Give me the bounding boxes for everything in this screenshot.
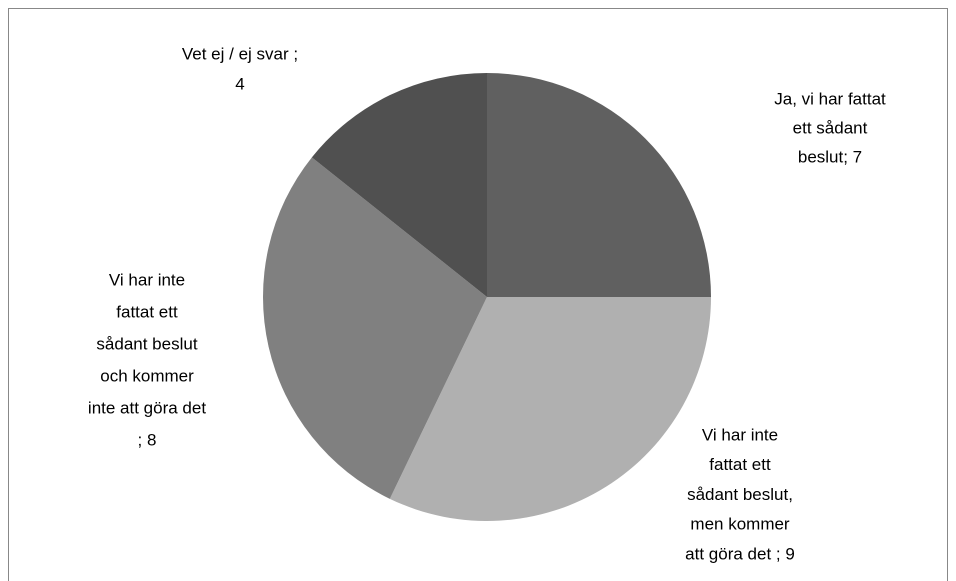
pie-slice [487, 73, 711, 297]
data-label: Ja, vi har fattat [774, 89, 886, 108]
data-label: fattat ett [116, 302, 178, 321]
data-label: Vi har inte [109, 270, 185, 289]
data-label: och kommer [100, 366, 194, 385]
pie-slice [389, 297, 711, 521]
data-label: fattat ett [709, 455, 771, 474]
data-label: sådant beslut [96, 334, 197, 353]
pie-slice [263, 157, 487, 499]
data-label: ; 8 [138, 430, 157, 449]
data-label: Vet ej / ej svar ; [182, 44, 298, 63]
data-label: att göra det ; 9 [685, 544, 795, 563]
data-label: beslut; 7 [798, 147, 862, 166]
data-label: men kommer [690, 515, 790, 534]
data-label: inte att göra det [88, 398, 206, 417]
data-label: sådant beslut, [687, 485, 793, 504]
data-label: ett sådant [793, 118, 868, 137]
data-label: 4 [235, 74, 244, 93]
data-label: Vi har inte [702, 425, 778, 444]
pie-slice [311, 73, 487, 297]
